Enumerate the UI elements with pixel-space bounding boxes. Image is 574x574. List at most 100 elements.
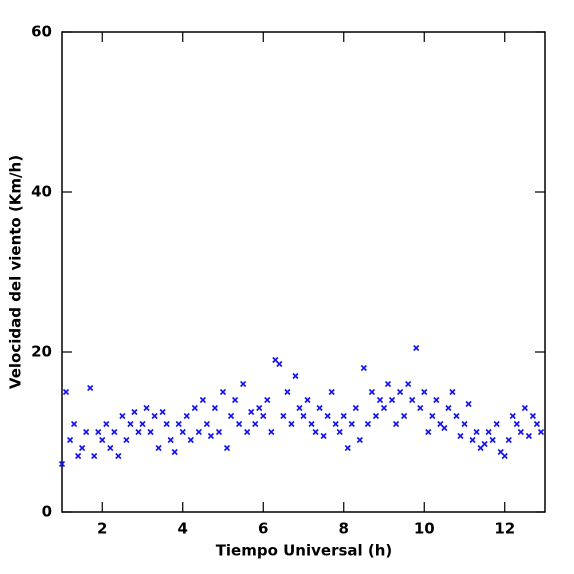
data-point [485,428,492,436]
data-point [336,428,343,436]
data-point [413,344,420,352]
data-point [252,420,259,428]
data-point [469,436,476,444]
data-point [316,404,323,412]
data-point [529,412,536,420]
data-point [304,396,311,404]
data-point [71,420,78,428]
x-tick-label: 12 [494,520,515,538]
data-point [211,404,219,412]
data-point [276,360,283,368]
data-point [199,396,206,404]
data-point [244,428,251,436]
data-point [352,404,359,412]
data-point [324,412,331,420]
data-point [215,428,223,436]
data-point [79,444,86,452]
data-point [203,420,210,428]
data-point [517,428,524,436]
data-point [461,420,468,428]
data-point [240,380,247,388]
x-tick-label: 10 [414,520,435,538]
data-point [195,428,202,436]
data-point [183,412,190,420]
data-point [340,412,347,420]
data-point [356,436,363,444]
y-tick-label: 40 [31,183,52,201]
x-tick-label: 2 [97,520,107,538]
data-point [99,436,106,444]
data-point [288,420,295,428]
data-point [95,428,102,436]
data-point [372,412,380,420]
data-point [167,436,174,444]
data-point [256,404,263,412]
data-point [328,388,335,396]
data-point [175,420,182,428]
data-point [219,388,227,396]
data-point [223,444,231,452]
data-point [489,436,496,444]
data-point [268,428,275,436]
data-point [115,452,122,460]
x-tick-label: 8 [339,520,349,538]
data-point [131,408,138,416]
data-point [481,440,488,448]
data-point [441,424,448,432]
data-point [473,428,480,436]
data-point [537,428,545,436]
y-axis-label: Velocidad del viento (Km/h) [7,155,25,389]
data-point [393,420,400,428]
data-point [405,380,412,388]
data-point [493,420,500,428]
data-point [425,428,432,436]
data-point [421,388,428,396]
data-point [127,420,134,428]
data-point [111,428,118,436]
data-point [66,436,74,444]
data-point [417,404,424,412]
data-point [58,460,66,468]
data-point [501,452,508,460]
y-tick-label: 0 [42,503,52,521]
data-point [312,428,319,436]
data-point [368,388,375,396]
data-point [388,396,396,404]
data-point [123,436,130,444]
data-point [445,404,452,412]
y-tick-label: 60 [31,23,52,41]
x-axis-label: Tiempo Universal (h) [216,542,393,560]
data-point [163,420,170,428]
data-point [308,420,315,428]
data-point [171,448,178,456]
data-point [155,444,162,452]
data-point [147,428,154,436]
data-point [91,452,98,460]
data-point [292,372,299,380]
data-point [151,412,158,420]
data-point [280,412,287,420]
data-point [191,404,198,412]
data-point [433,396,440,404]
data-point [364,420,371,428]
data-point [300,412,307,420]
data-point [521,404,528,412]
data-point [380,404,388,412]
data-point [83,428,90,436]
data-point [348,420,355,428]
data-point [296,404,303,412]
data-point [236,420,243,428]
data-point [107,444,114,452]
data-point [119,412,126,420]
x-tick-label: 4 [178,520,188,538]
data-point [320,432,327,440]
data-point [509,412,516,420]
data-point [143,404,150,412]
data-point [533,420,541,428]
data-point [284,388,291,396]
data-point [159,408,166,416]
data-point [384,380,392,388]
data-point [513,420,520,428]
data-point [429,412,436,420]
